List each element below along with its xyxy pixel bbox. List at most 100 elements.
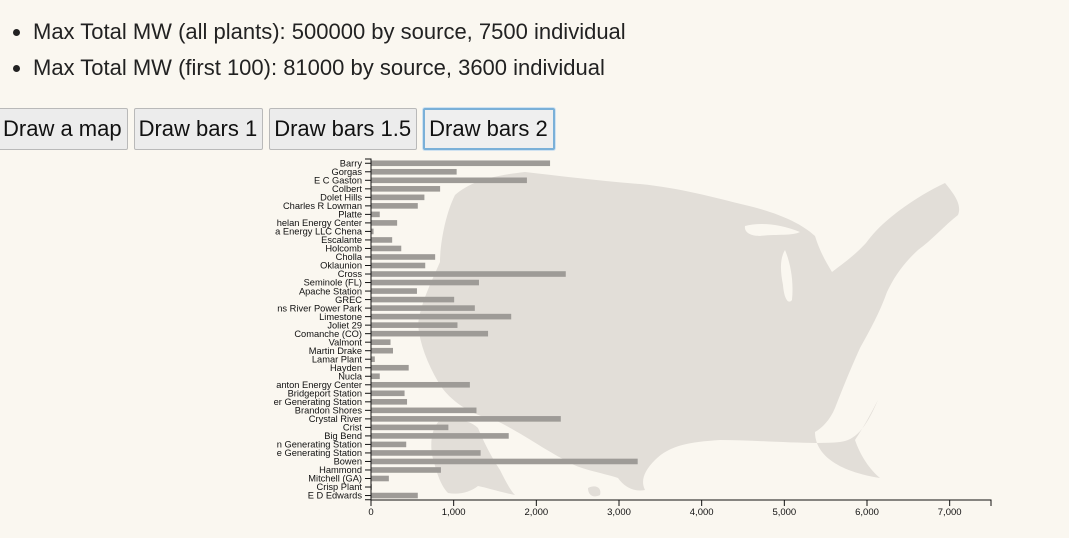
bar-9 (371, 237, 393, 243)
bar-39 (371, 492, 418, 499)
bar-29 (371, 407, 477, 414)
bar-19 (371, 322, 458, 328)
y-tick-label: Platte (338, 210, 362, 220)
bar-28 (371, 399, 408, 405)
y-tick-label: er Generating Station (274, 397, 362, 407)
bar-14 (371, 279, 479, 286)
y-tick-label: Crisp Plant (317, 482, 363, 492)
y-tick-label: a Energy LLC Chena (275, 227, 363, 237)
us-mainland-shape (418, 172, 960, 491)
bar-21 (371, 339, 391, 345)
florida-shape (588, 486, 601, 497)
bar-20 (371, 330, 489, 337)
bar-7 (371, 220, 398, 226)
bar-32 (371, 433, 509, 439)
x-tick-label: 6,000 (855, 507, 879, 518)
x-axis: 0 1,000 2,000 3,000 4,000 5,000 6,000 7,000 (368, 499, 992, 518)
y-tick-label: e Generating Station (277, 448, 362, 458)
y-tick-label: anton Energy Center (276, 380, 362, 390)
y-tick-label: Valmont (329, 337, 363, 347)
bar-36 (371, 467, 441, 473)
bar-0 (371, 160, 551, 167)
bar-27 (371, 390, 405, 397)
y-tick-label: E C Gaston (314, 176, 362, 186)
bar-25 (371, 373, 380, 380)
us-map-background (418, 172, 960, 497)
y-tick-label: Crist (343, 423, 363, 433)
y-tick-label: Colbert (332, 184, 362, 194)
bar-16 (371, 296, 455, 303)
x-tick-label: 1,000 (442, 507, 466, 518)
y-tick-label: Martin Drake (309, 346, 362, 356)
bar-13 (371, 271, 566, 277)
y-tick-label: Joliet 29 (327, 320, 362, 330)
x-tick-label: 4,000 (690, 507, 714, 518)
y-tick-label: Gorgas (332, 167, 363, 177)
y-tick-label: helan Energy Center (277, 218, 362, 228)
bar-2 (371, 177, 527, 184)
bar-3 (371, 186, 441, 192)
draw-bars-1-5-button[interactable]: Draw bars 1.5 (269, 108, 418, 150)
y-tick-label: Brandon Shores (295, 406, 363, 416)
x-tick-label: 3,000 (607, 507, 631, 518)
y-tick-label: GREC (335, 295, 362, 305)
bar-37 (371, 475, 389, 482)
y-tick-label: ns River Power Park (277, 303, 362, 313)
draw-bars-2-button[interactable]: Draw bars 2 (423, 108, 555, 150)
bar-26 (371, 381, 470, 388)
bar-4 (371, 194, 425, 201)
y-tick-label: Oklaunion (320, 261, 362, 271)
y-tick-label: Nucla (338, 371, 363, 381)
x-tick-label: 0 (368, 507, 373, 518)
lake-superior-shape (744, 224, 800, 236)
y-tick-label: Bridgeport Station (288, 389, 362, 399)
bar-10 (371, 245, 402, 252)
bar-12 (371, 262, 426, 269)
bar-15 (371, 288, 417, 294)
bar-17 (371, 305, 475, 311)
y-tick-label: Bowen (334, 457, 362, 467)
y-tick-label: Crystal River (309, 414, 362, 424)
draw-bars-1-button[interactable]: Draw bars 1 (133, 108, 264, 150)
alaska-shape (431, 419, 515, 495)
x-tick-label: 7,000 (938, 507, 962, 518)
stats-item-all-plants: Max Total MW (all plants): 500000 by sou… (33, 14, 626, 50)
y-tick-label: Apache Station (299, 286, 362, 296)
bar-1 (371, 168, 457, 175)
y-tick-label: Hammond (319, 465, 362, 475)
bar-35 (371, 458, 638, 465)
y-tick-label: Limestone (319, 312, 362, 322)
y-tick-label: Holcomb (325, 244, 362, 254)
bar-31 (371, 424, 449, 431)
bar-33 (371, 441, 407, 448)
y-tick-label: Mitchell (GA) (308, 474, 362, 484)
y-tick-label: Escalante (321, 235, 362, 245)
y-tick-label: Barry (340, 158, 363, 168)
y-tick-label: Comanche (CO) (294, 329, 362, 339)
bars-group (371, 160, 638, 499)
x-tick-label: 5,000 (772, 507, 796, 518)
y-tick-label: Cross (338, 269, 363, 279)
x-tick-label: 2,000 (524, 507, 548, 518)
y-axis (365, 158, 372, 501)
y-tick-label: Seminole (FL) (304, 278, 362, 288)
y-tick-label: Dolet Hills (320, 193, 362, 203)
y-tick-label: Cholla (336, 252, 363, 262)
stats-item-first-100: Max Total MW (first 100): 81000 by sourc… (33, 50, 626, 86)
y-tick-label: Charles R Lowman (283, 201, 362, 211)
bar-34 (371, 450, 481, 456)
bar-18 (371, 313, 512, 320)
y-tick-label: Big Bend (324, 431, 362, 441)
bar-24 (371, 364, 409, 371)
bar-6 (371, 211, 380, 218)
bar-23 (371, 356, 375, 363)
y-tick-label: Hayden (330, 363, 362, 373)
bar-11 (371, 254, 436, 260)
bar-22 (371, 347, 393, 354)
x-axis-line (370, 499, 992, 506)
lake-michigan-shape (780, 250, 793, 302)
draw-map-button[interactable]: Draw a map (0, 108, 128, 150)
y-tick-label: Lamar Plant (312, 354, 363, 364)
